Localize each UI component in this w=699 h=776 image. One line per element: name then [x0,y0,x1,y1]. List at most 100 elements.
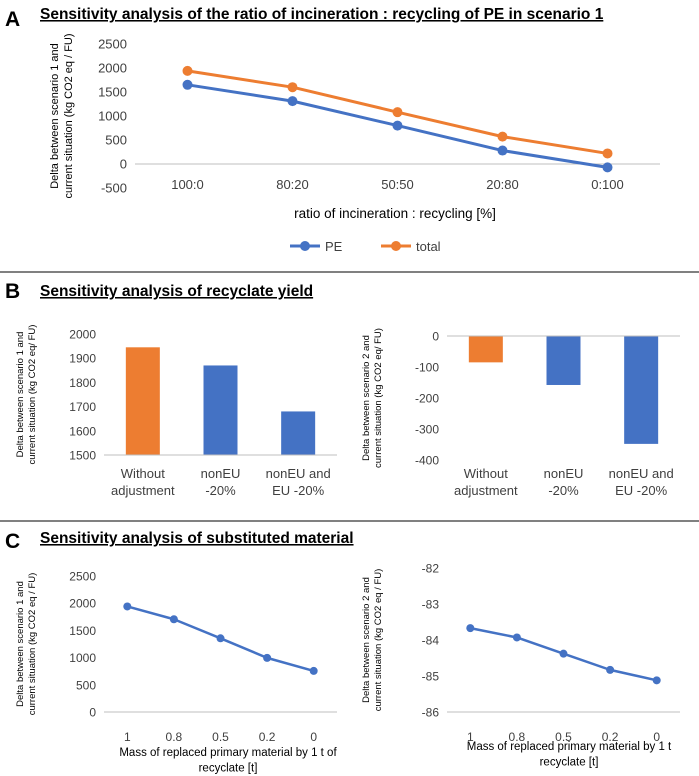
C2-data-point [466,624,475,633]
C2-xtick-label: 0.2 [602,730,619,744]
B1-ytick-label: 1600 [69,424,96,438]
C2-data-point [559,649,568,658]
C2-xtick-label: 0.5 [555,730,572,744]
B1-xtick-label-line: nonEU and [266,466,331,481]
C1-xtick-label: 0 [310,730,317,744]
legend-0-label: PE [325,239,343,254]
B1-ytick-label: 1900 [69,352,96,366]
A-ylabel-line: Delta between scenario 1 and [49,43,61,189]
A-ytick-label: 2500 [98,37,127,52]
A-data-point [392,107,403,118]
A-data-point [602,162,613,173]
C1-ytick-label: 2500 [69,570,96,584]
B2-bar [546,336,581,385]
B1-ylabel: Delta between scenario 1 andcurrent situ… [15,325,38,465]
B2-ytick-label: -300 [415,423,439,437]
B1-ylabel-line: current situation (kg CO2 eq/ FU) [27,325,38,465]
A-ylabel-line: current situation (kg CO2 eq / FU) [63,33,75,198]
chart-b2: -400 -300 -200 -100 0 Delta between scenario … [361,328,680,498]
chart-b1: 1500 1600 1700 1800 1900 2000 Delta between sc… [15,325,337,498]
B2-xtick-label-line: Without [464,466,508,481]
C1-xtick-label: 0.8 [166,730,183,744]
B2-ylabel: Delta between scenario 2 andcurrent situ… [361,328,384,468]
A-data-point [392,120,403,131]
C1-ytick-label: 1500 [69,624,96,638]
legend-1-label: total [416,239,441,254]
chart-c1: 0 500 1000 1500 2000 2500 Delta between scenar… [15,570,337,775]
B2-xtick-label: nonEU and EU -20% [609,466,674,498]
B2-xtick-label-line: -20% [548,483,579,498]
B2-xtick-label: nonEU -20% [544,466,584,498]
B1-bar [125,347,160,455]
C1-xlabel-line: recyclate [t] [199,763,258,775]
C2-ylabel-line: Delta between scenario 2 and [361,577,372,703]
panel-c-title: Sensitivity analysis of substituted mate… [40,530,354,547]
B1-xtick-label-line: nonEU [201,466,241,481]
C2-xlabel-line: Mass of replaced primary material by 1 t [467,741,672,753]
legend-1-marker [391,241,401,251]
panel-b-title: Sensitivity analysis of recyclate yield [40,283,313,300]
B1-xtick-label: Without adjustment [111,466,175,498]
B2-ytick-label: 0 [432,330,439,344]
C1-data-point [216,634,225,643]
chart-a: -500 0 500 1000 1500 2000 2500 Delta between sc… [49,33,660,254]
C2-ytick-label: -86 [422,706,440,720]
B1-ytick-label: 1500 [69,449,96,463]
B1-xtick-label-line: -20% [205,483,236,498]
A-data-point [602,148,613,159]
C2-ytick-label: -84 [422,634,440,648]
B2-bar [624,336,659,444]
A-ytick-label: 500 [105,133,127,148]
B2-ylabel-line: Delta between scenario 2 and [361,335,372,461]
A-ylabel: Delta between scenario 1 and current situ… [49,33,75,198]
C1-ylabel: Delta between scenario 1 andcurrent situ… [15,573,38,716]
A-ytick-label: 0 [120,157,127,172]
B1-ylabel-line: Delta between scenario 1 and [15,332,26,458]
A-ytick-label: 1000 [98,109,127,124]
panel-a-title: Sensitivity analysis of the ratio of inc… [40,6,604,23]
C1-data-point [263,653,272,662]
A-ytick-label: 2000 [98,61,127,76]
C1-xlabel-line: Mass of replaced primary material by 1 t… [119,747,337,759]
A-data-point [182,65,193,76]
B2-xtick-label-line: nonEU [544,466,584,481]
A-data-point [287,96,298,107]
B2-xtick-label-line: adjustment [454,483,518,498]
B2-ytick-label: -100 [415,361,439,375]
B2-bar [468,336,503,363]
C2-data-point [652,676,661,685]
C1-ytick-label: 0 [89,706,96,720]
B2-ylabel-line: current situation (kg CO2 eq/ FU) [373,328,384,468]
B1-xtick-label: nonEU and EU -20% [266,466,331,498]
B2-xtick-label: Without adjustment [454,466,518,498]
B1-xtick-label-line: Without [121,466,165,481]
A-xtick-label: 0:100 [591,177,624,192]
B2-xtick-label-line: EU -20% [615,483,667,498]
legend-0-marker [300,241,310,251]
C2-ytick-label: -83 [422,598,440,612]
C2-xlabel: Mass of replaced primary material by 1 t… [467,741,672,769]
C1-ytick-label: 500 [76,678,96,692]
A-xtick-label: 20:80 [486,177,519,192]
B2-xtick-label-line: nonEU and [609,466,674,481]
C1-xlabel: Mass of replaced primary material by 1 t… [119,747,337,775]
C2-xlabel-line: recyclate [t] [540,757,599,769]
A-data-point [182,79,193,90]
chart-c2: -86 -85 -84 -83 -82 Delta between scenario 2 … [361,562,680,769]
C2-xtick-label: 1 [467,730,474,744]
C1-ytick-label: 1000 [69,651,96,665]
A-data-point [287,82,298,93]
C2-data-point [512,633,521,642]
B1-ytick-label: 1700 [69,400,96,414]
B1-bar [281,411,316,455]
B1-bar [203,365,238,455]
C2-ytick-label: -82 [422,562,440,576]
panel-a-letter: A [5,8,20,31]
C1-xtick-label: 0.2 [259,730,276,744]
A-ytick-label: 1500 [98,85,127,100]
B1-xtick-label: nonEU -20% [201,466,241,498]
C1-xtick-label: 1 [124,730,131,744]
A-xtick-label: 50:50 [381,177,414,192]
panel-c-letter: C [5,530,20,553]
